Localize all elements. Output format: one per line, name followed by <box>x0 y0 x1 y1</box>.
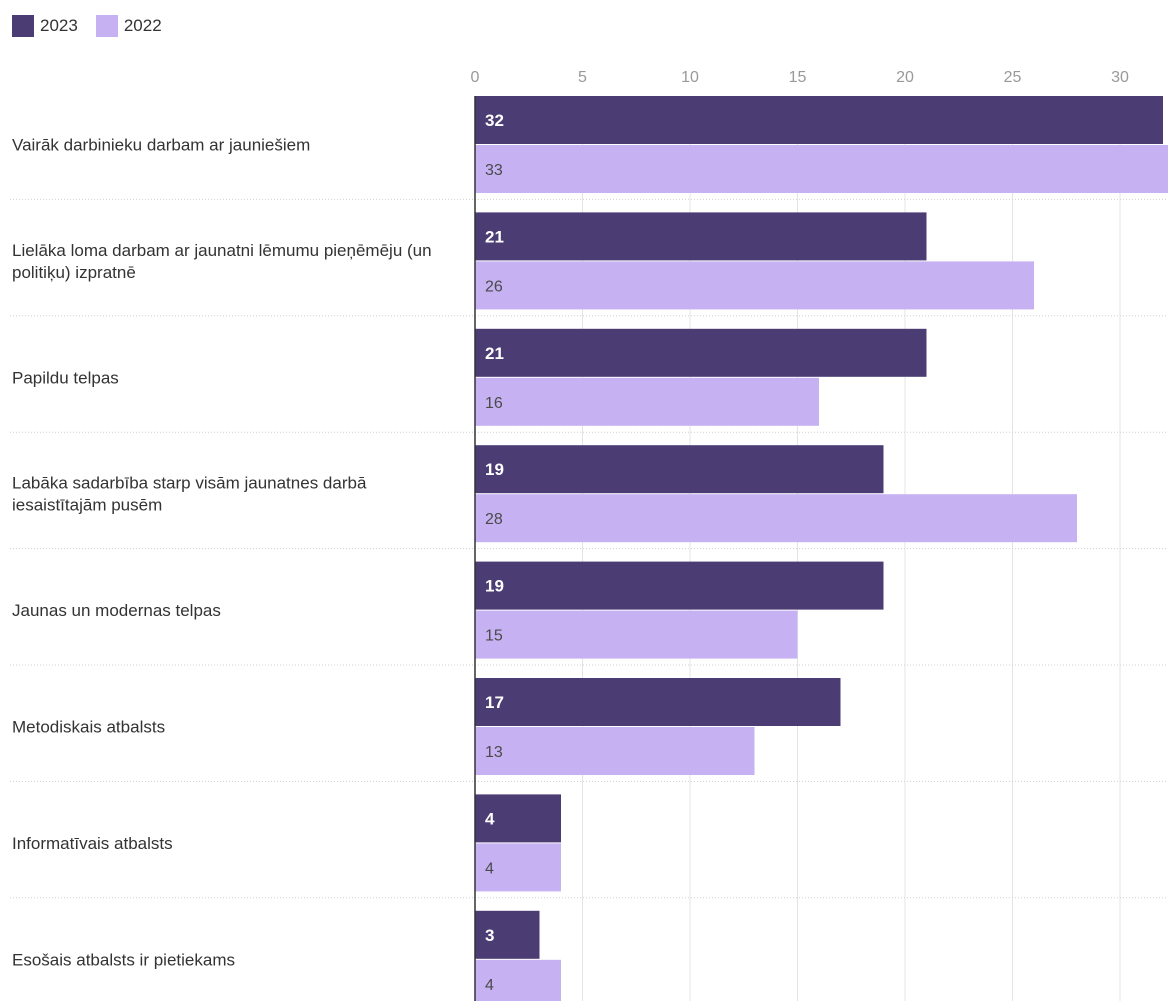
data-label-2022: 4 <box>485 977 494 994</box>
legend-item-2023[interactable]: 2023 <box>12 15 78 37</box>
category-label: Lielāka loma darbam ar jaunatni lēmumu p… <box>12 241 432 282</box>
data-label-2023: 17 <box>485 693 504 712</box>
bar-2022 <box>475 843 561 892</box>
bar-2023 <box>475 212 927 261</box>
x-tick-label: 0 <box>471 69 480 86</box>
data-label-2022: 4 <box>485 860 494 877</box>
x-tick-label: 10 <box>681 69 699 86</box>
bar-2022 <box>475 145 1168 193</box>
bar-2022 <box>475 610 798 659</box>
bar-2023 <box>475 96 1163 144</box>
data-label-2023: 21 <box>485 227 504 246</box>
bar-2023 <box>475 910 540 959</box>
data-label-2023: 3 <box>485 926 494 945</box>
category-label: Esošais atbalsts ir pietiekams <box>12 950 235 969</box>
data-label-2023: 32 <box>485 111 504 130</box>
bar-2022 <box>475 727 755 775</box>
category-label: Papildu telpas <box>12 368 119 387</box>
data-label-2022: 15 <box>485 628 503 645</box>
bar-2022 <box>475 261 1034 310</box>
category-label: Vairāk darbinieku darbam ar jauniešiem <box>12 136 310 155</box>
legend-label-2023: 2023 <box>40 16 78 35</box>
bar-2023 <box>475 678 841 726</box>
legend-label-2022: 2022 <box>123 16 162 35</box>
bar-2023 <box>475 561 884 610</box>
data-label-2023: 19 <box>485 577 504 596</box>
x-tick-label: 30 <box>1111 69 1129 86</box>
x-tick-label: 15 <box>789 69 807 86</box>
bar-2022 <box>475 377 819 426</box>
bar-2023 <box>475 445 884 494</box>
data-label-2022: 16 <box>485 395 503 412</box>
category-label: Jaunas un modernas telpas <box>12 601 221 620</box>
legend-swatch-2023 <box>12 15 34 37</box>
data-label-2023: 4 <box>485 809 495 828</box>
bar-2023 <box>475 328 927 377</box>
x-tick-label: 20 <box>896 69 914 86</box>
data-label-2022: 33 <box>485 162 503 179</box>
data-label-2022: 28 <box>485 511 503 528</box>
bar-2022 <box>475 959 561 1001</box>
bar-2022 <box>475 494 1077 543</box>
category-label: Informatīvais atbalsts <box>12 834 173 853</box>
x-tick-label: 5 <box>578 69 587 86</box>
legend-swatch-2022 <box>95 15 118 37</box>
data-label-2022: 26 <box>485 278 503 295</box>
category-label: Labāka sadarbība starp visām jaunatnes d… <box>12 474 367 515</box>
data-label-2023: 19 <box>485 460 504 479</box>
data-label-2022: 13 <box>485 744 503 761</box>
legend: 2023 2022 <box>12 13 180 39</box>
category-label: Metodiskais atbalsts <box>12 718 165 737</box>
legend-item-2022[interactable]: 2022 <box>95 15 162 37</box>
bar-2023 <box>475 794 561 843</box>
x-tick-label: 25 <box>1004 69 1022 86</box>
data-label-2023: 21 <box>485 344 504 363</box>
